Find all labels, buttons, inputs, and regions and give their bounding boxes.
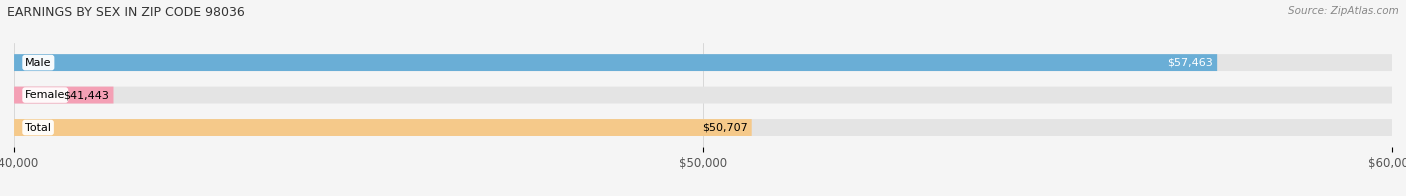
FancyBboxPatch shape bbox=[14, 119, 752, 136]
FancyBboxPatch shape bbox=[14, 87, 114, 103]
Text: $41,443: $41,443 bbox=[63, 90, 110, 100]
Text: Female: Female bbox=[25, 90, 66, 100]
FancyBboxPatch shape bbox=[14, 87, 1392, 103]
FancyBboxPatch shape bbox=[14, 54, 1218, 71]
FancyBboxPatch shape bbox=[14, 54, 1392, 71]
Text: $57,463: $57,463 bbox=[1167, 58, 1213, 68]
Text: Male: Male bbox=[25, 58, 52, 68]
FancyBboxPatch shape bbox=[14, 119, 1392, 136]
Text: Source: ZipAtlas.com: Source: ZipAtlas.com bbox=[1288, 6, 1399, 16]
Text: Total: Total bbox=[25, 122, 51, 132]
Text: $50,707: $50,707 bbox=[702, 122, 748, 132]
Text: EARNINGS BY SEX IN ZIP CODE 98036: EARNINGS BY SEX IN ZIP CODE 98036 bbox=[7, 6, 245, 19]
